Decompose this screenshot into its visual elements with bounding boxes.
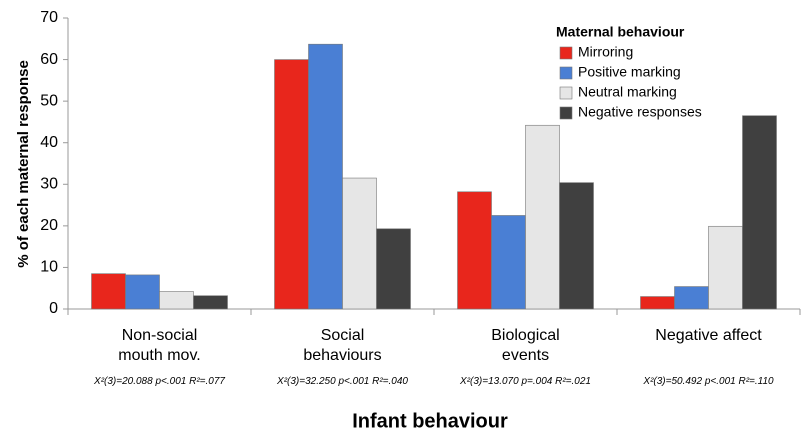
y-tick-label: 0	[49, 300, 58, 317]
annotation: X²(3)=32.250 p<.001 R²=.040	[277, 376, 408, 387]
y-tick-label: 70	[40, 9, 58, 26]
y-tick-label: 50	[40, 92, 58, 109]
legend-label: Mirroring	[578, 44, 633, 60]
bar	[491, 215, 526, 310]
annotation: X²(3)=50.492 p<.001 R²=.110	[643, 376, 774, 387]
bar	[457, 191, 492, 310]
bar	[640, 296, 675, 310]
x-tick-label: Biological events	[491, 327, 560, 364]
bar	[274, 59, 309, 310]
legend-label: Neutral marking	[578, 84, 677, 100]
bar	[91, 273, 126, 310]
y-tick-label: 40	[40, 134, 58, 151]
legend-swatch	[559, 106, 573, 120]
bar	[559, 182, 594, 310]
bar	[308, 43, 343, 310]
bar	[708, 225, 743, 310]
legend-label: Negative responses	[578, 104, 702, 120]
bar	[159, 291, 194, 310]
y-tick-label: 10	[40, 259, 58, 276]
bar	[193, 295, 228, 310]
bar	[525, 124, 560, 310]
x-tick-label: Non-social mouth mov.	[118, 327, 201, 364]
x-tick-label: Social behaviours	[303, 327, 382, 364]
x-axis-label: Infant behaviour	[352, 410, 508, 432]
annotation: X²(3)=13.070 p=.004 R²=.021	[460, 376, 591, 387]
legend-swatch	[559, 66, 573, 80]
x-tick-label: Negative affect	[655, 327, 762, 344]
bar	[742, 115, 777, 310]
y-axis-label: % of each maternal response	[15, 60, 32, 268]
bar	[674, 286, 709, 310]
legend-title: Maternal behaviour	[556, 24, 685, 40]
legend-label: Positive marking	[578, 64, 681, 80]
y-tick-label: 30	[40, 176, 58, 193]
bar	[376, 228, 411, 310]
y-tick-label: 20	[40, 217, 58, 234]
annotation: X²(3)=20.088 p<.001 R²=.077	[94, 376, 225, 387]
legend-swatch	[559, 46, 573, 60]
legend-swatch	[559, 86, 573, 100]
y-tick-label: 60	[40, 51, 58, 68]
bar	[125, 274, 160, 310]
bar	[342, 177, 377, 310]
